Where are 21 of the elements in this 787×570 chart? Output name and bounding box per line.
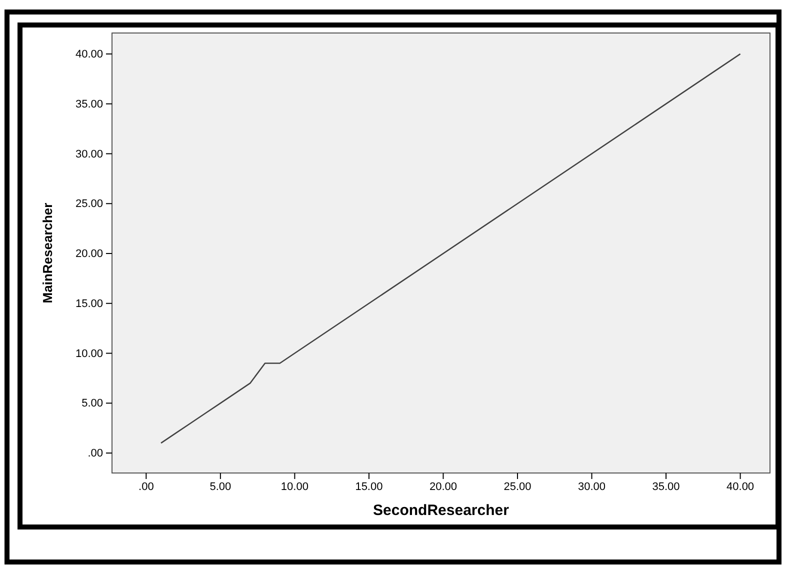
x-tick-label: 10.00 bbox=[280, 480, 308, 493]
x-tick-label: 35.00 bbox=[652, 480, 680, 493]
x-tick-label: 30.00 bbox=[578, 480, 606, 493]
y-tick-label: 40.00 bbox=[75, 48, 103, 60]
x-axis-title: SecondResearcher bbox=[373, 502, 510, 519]
x-tick-label: 5.00 bbox=[210, 480, 232, 493]
y-tick-label: 15.00 bbox=[75, 298, 103, 310]
y-tick-label: 20.00 bbox=[75, 248, 103, 260]
y-tick-label: 10.00 bbox=[75, 348, 103, 360]
x-tick-label: 25.00 bbox=[504, 480, 532, 493]
y-tick-label: 25.00 bbox=[75, 198, 103, 210]
x-tick-label: 15.00 bbox=[355, 480, 383, 493]
y-axis-title: MainResearcher bbox=[40, 202, 55, 304]
x-tick-label: 40.00 bbox=[726, 480, 754, 493]
x-tick-label: .00 bbox=[138, 480, 154, 493]
y-tick-label: 35.00 bbox=[75, 98, 103, 110]
y-tick-label: 5.00 bbox=[82, 398, 103, 410]
line-series bbox=[160, 53, 741, 444]
y-tick-label: .00 bbox=[88, 448, 103, 460]
x-tick-label: 20.00 bbox=[429, 480, 457, 493]
y-tick-label: 30.00 bbox=[75, 148, 103, 160]
